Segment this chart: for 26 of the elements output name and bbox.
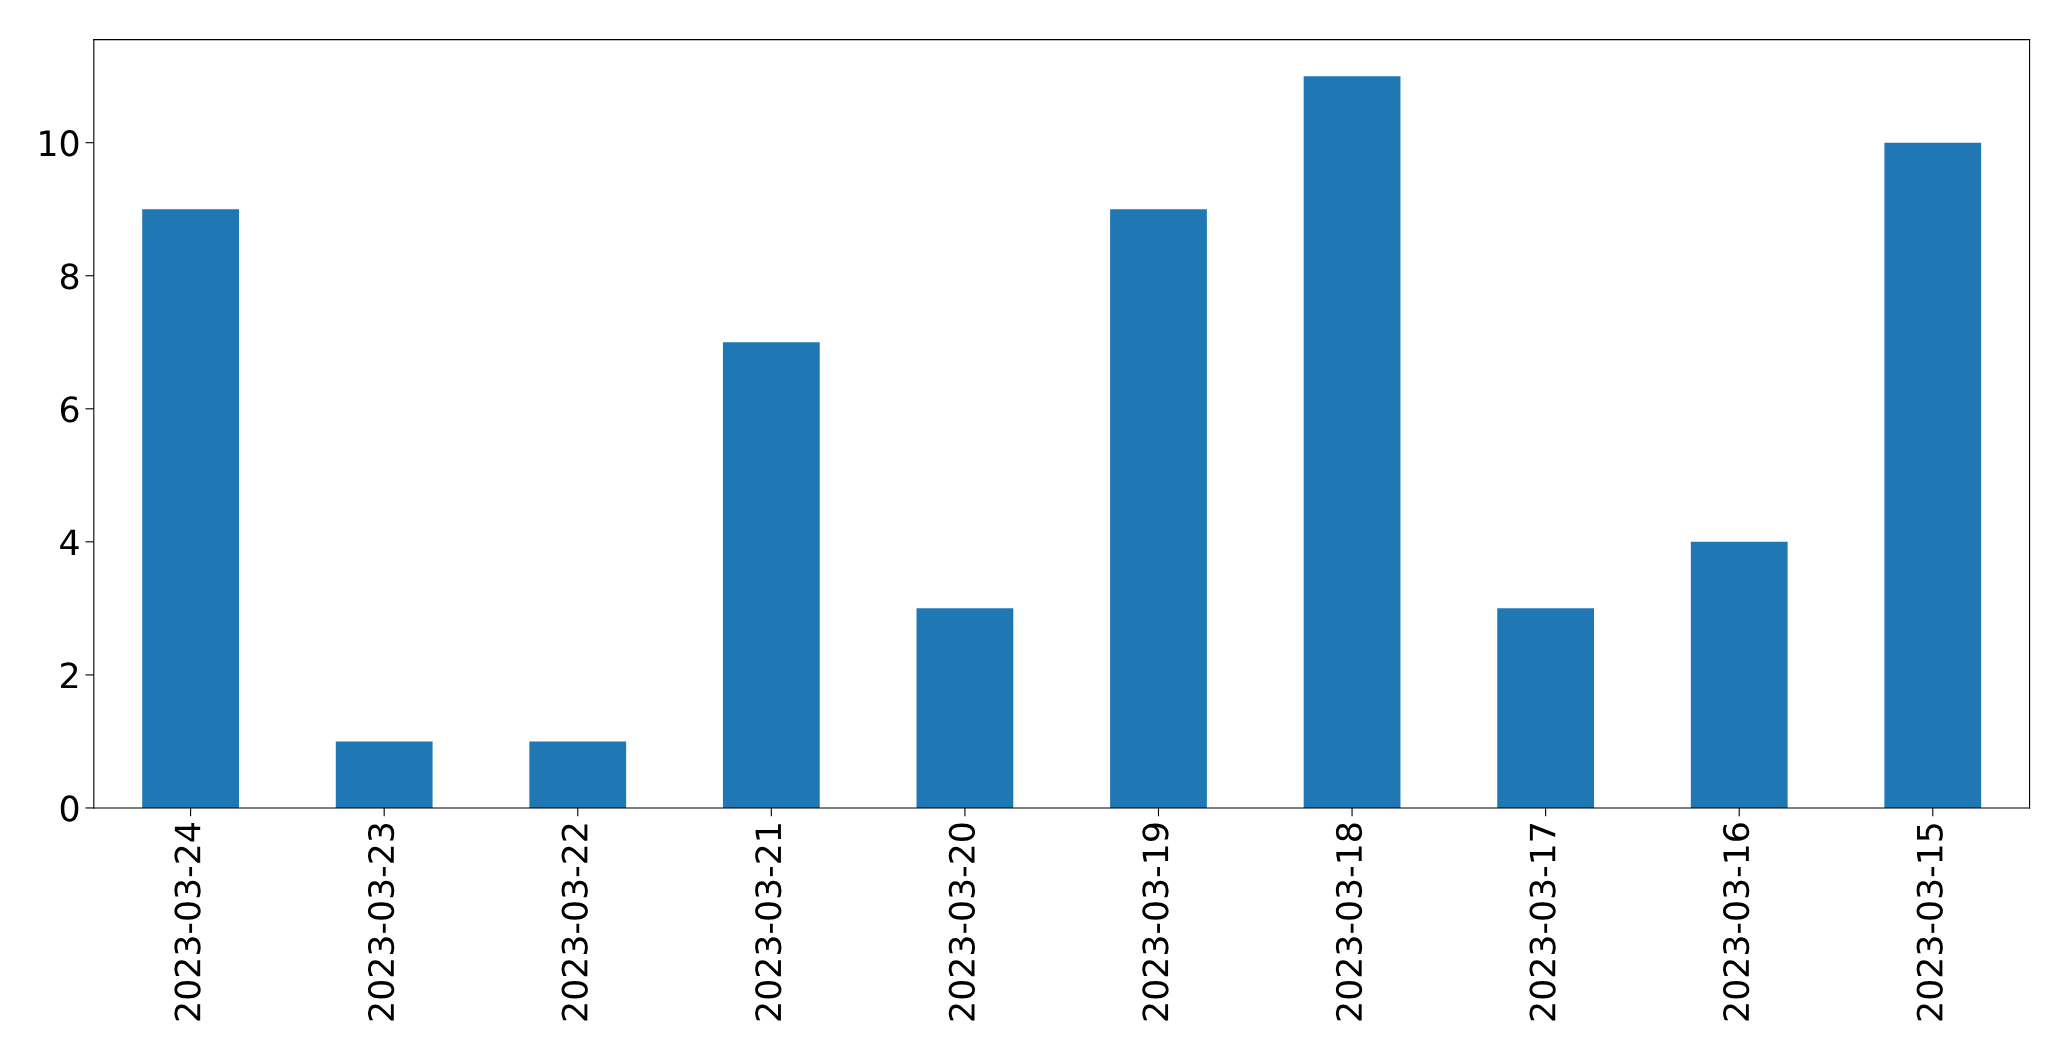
x-tick-label: 2023-03-20 (948, 823, 975, 1021)
y-tick-label: 10 (40, 130, 79, 157)
x-tick-label: 2023-03-15 (1916, 824, 1943, 1021)
bar (722, 342, 820, 808)
x-tick-label: 2023-03-19 (1142, 823, 1169, 1021)
y-tick-label: 8 (60, 263, 79, 290)
y-tick-label: 2 (61, 662, 78, 689)
y-tick-label: 6 (60, 396, 79, 423)
y-tick-label: 4 (60, 529, 79, 556)
bar (1303, 76, 1401, 808)
bar (529, 741, 627, 808)
x-tick-label: 2023-03-17 (1529, 824, 1556, 1021)
x-tick-label: 2023-03-23 (367, 823, 395, 1021)
bar (1690, 541, 1788, 808)
x-tick-label: 2023-03-22 (561, 824, 588, 1021)
x-tick-label: 2023-03-21 (755, 824, 782, 1021)
bar (1110, 209, 1207, 808)
bar (1884, 142, 1982, 808)
bar (916, 608, 1014, 808)
bar (1497, 608, 1595, 808)
bar (142, 209, 239, 808)
bar (335, 741, 433, 808)
x-tick-label: 2023-03-16 (1723, 823, 1750, 1021)
x-tick-label: 2023-03-24 (174, 823, 201, 1021)
y-tick-label: 0 (60, 795, 79, 822)
x-tick-label: 2023-03-18 (1335, 823, 1363, 1021)
